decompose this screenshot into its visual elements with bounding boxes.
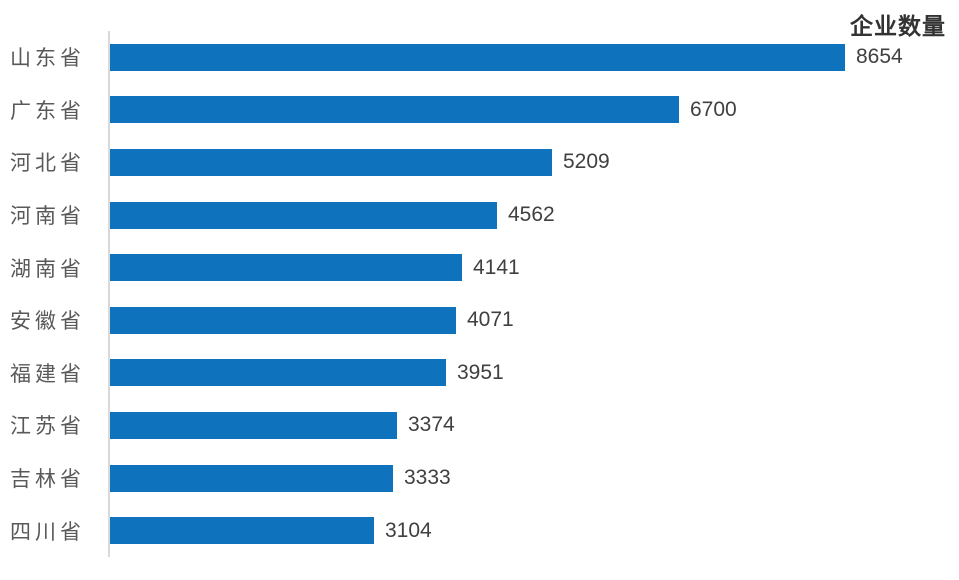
category-label: 福建省 [10,361,85,386]
plot-area: 山东省 8654 广东省 6700 河北省 5209 河南省 4562 湖南省 4141 安徽省 40… [0,31,959,557]
category-label: 安徽省 [10,309,85,334]
bar [110,201,497,229]
bar [110,96,679,124]
bar-row: 江苏省 3374 [0,399,959,452]
bar-row: 河北省 5209 [0,136,959,189]
value-label: 3951 [457,360,504,384]
bar [110,254,462,282]
bar-track: 3333 [108,451,959,505]
bar [110,359,446,387]
bar-row: 吉林省 3333 [0,451,959,505]
value-label: 3333 [404,466,451,490]
bar-track: 3951 [108,346,959,400]
bar-track: 8654 [108,31,959,84]
value-label: 6700 [690,97,737,121]
category-label: 湖南省 [10,256,85,281]
bar-track: 6700 [108,83,959,137]
bar-row: 福建省 3951 [0,346,959,400]
category-label: 河南省 [10,204,85,229]
bar-row: 山东省 8654 [0,31,959,84]
bar-row: 河南省 4562 [0,188,959,242]
category-label: 山东省 [10,46,85,71]
category-label: 吉林省 [10,467,85,492]
bar-track: 5209 [108,136,959,189]
bar [110,43,845,71]
category-label: 广东省 [10,98,85,123]
value-label: 3374 [408,413,455,437]
bar [110,306,456,334]
bar-row: 安徽省 4071 [0,293,959,347]
value-label: 4141 [473,255,520,279]
bar-track: 4071 [108,293,959,347]
bar [110,148,552,176]
bar-track: 4141 [108,241,959,294]
value-label: 8654 [856,45,903,69]
value-label: 4071 [467,308,514,332]
category-label: 河北省 [10,151,85,176]
bar-track: 4562 [108,188,959,242]
bar-track: 3374 [108,399,959,452]
bar-row: 广东省 6700 [0,83,959,137]
bar-track: 3104 [108,504,959,557]
value-label: 3104 [385,518,432,542]
chart-title: 企业数量 [850,13,946,39]
bar [110,464,393,492]
value-label: 4562 [508,203,555,227]
bar-row: 四川省 3104 [0,504,959,557]
category-label: 江苏省 [10,414,85,439]
value-label: 5209 [563,150,610,174]
bar [110,411,397,439]
category-label: 四川省 [10,519,85,544]
bar-row: 湖南省 4141 [0,241,959,294]
bar [110,517,374,545]
